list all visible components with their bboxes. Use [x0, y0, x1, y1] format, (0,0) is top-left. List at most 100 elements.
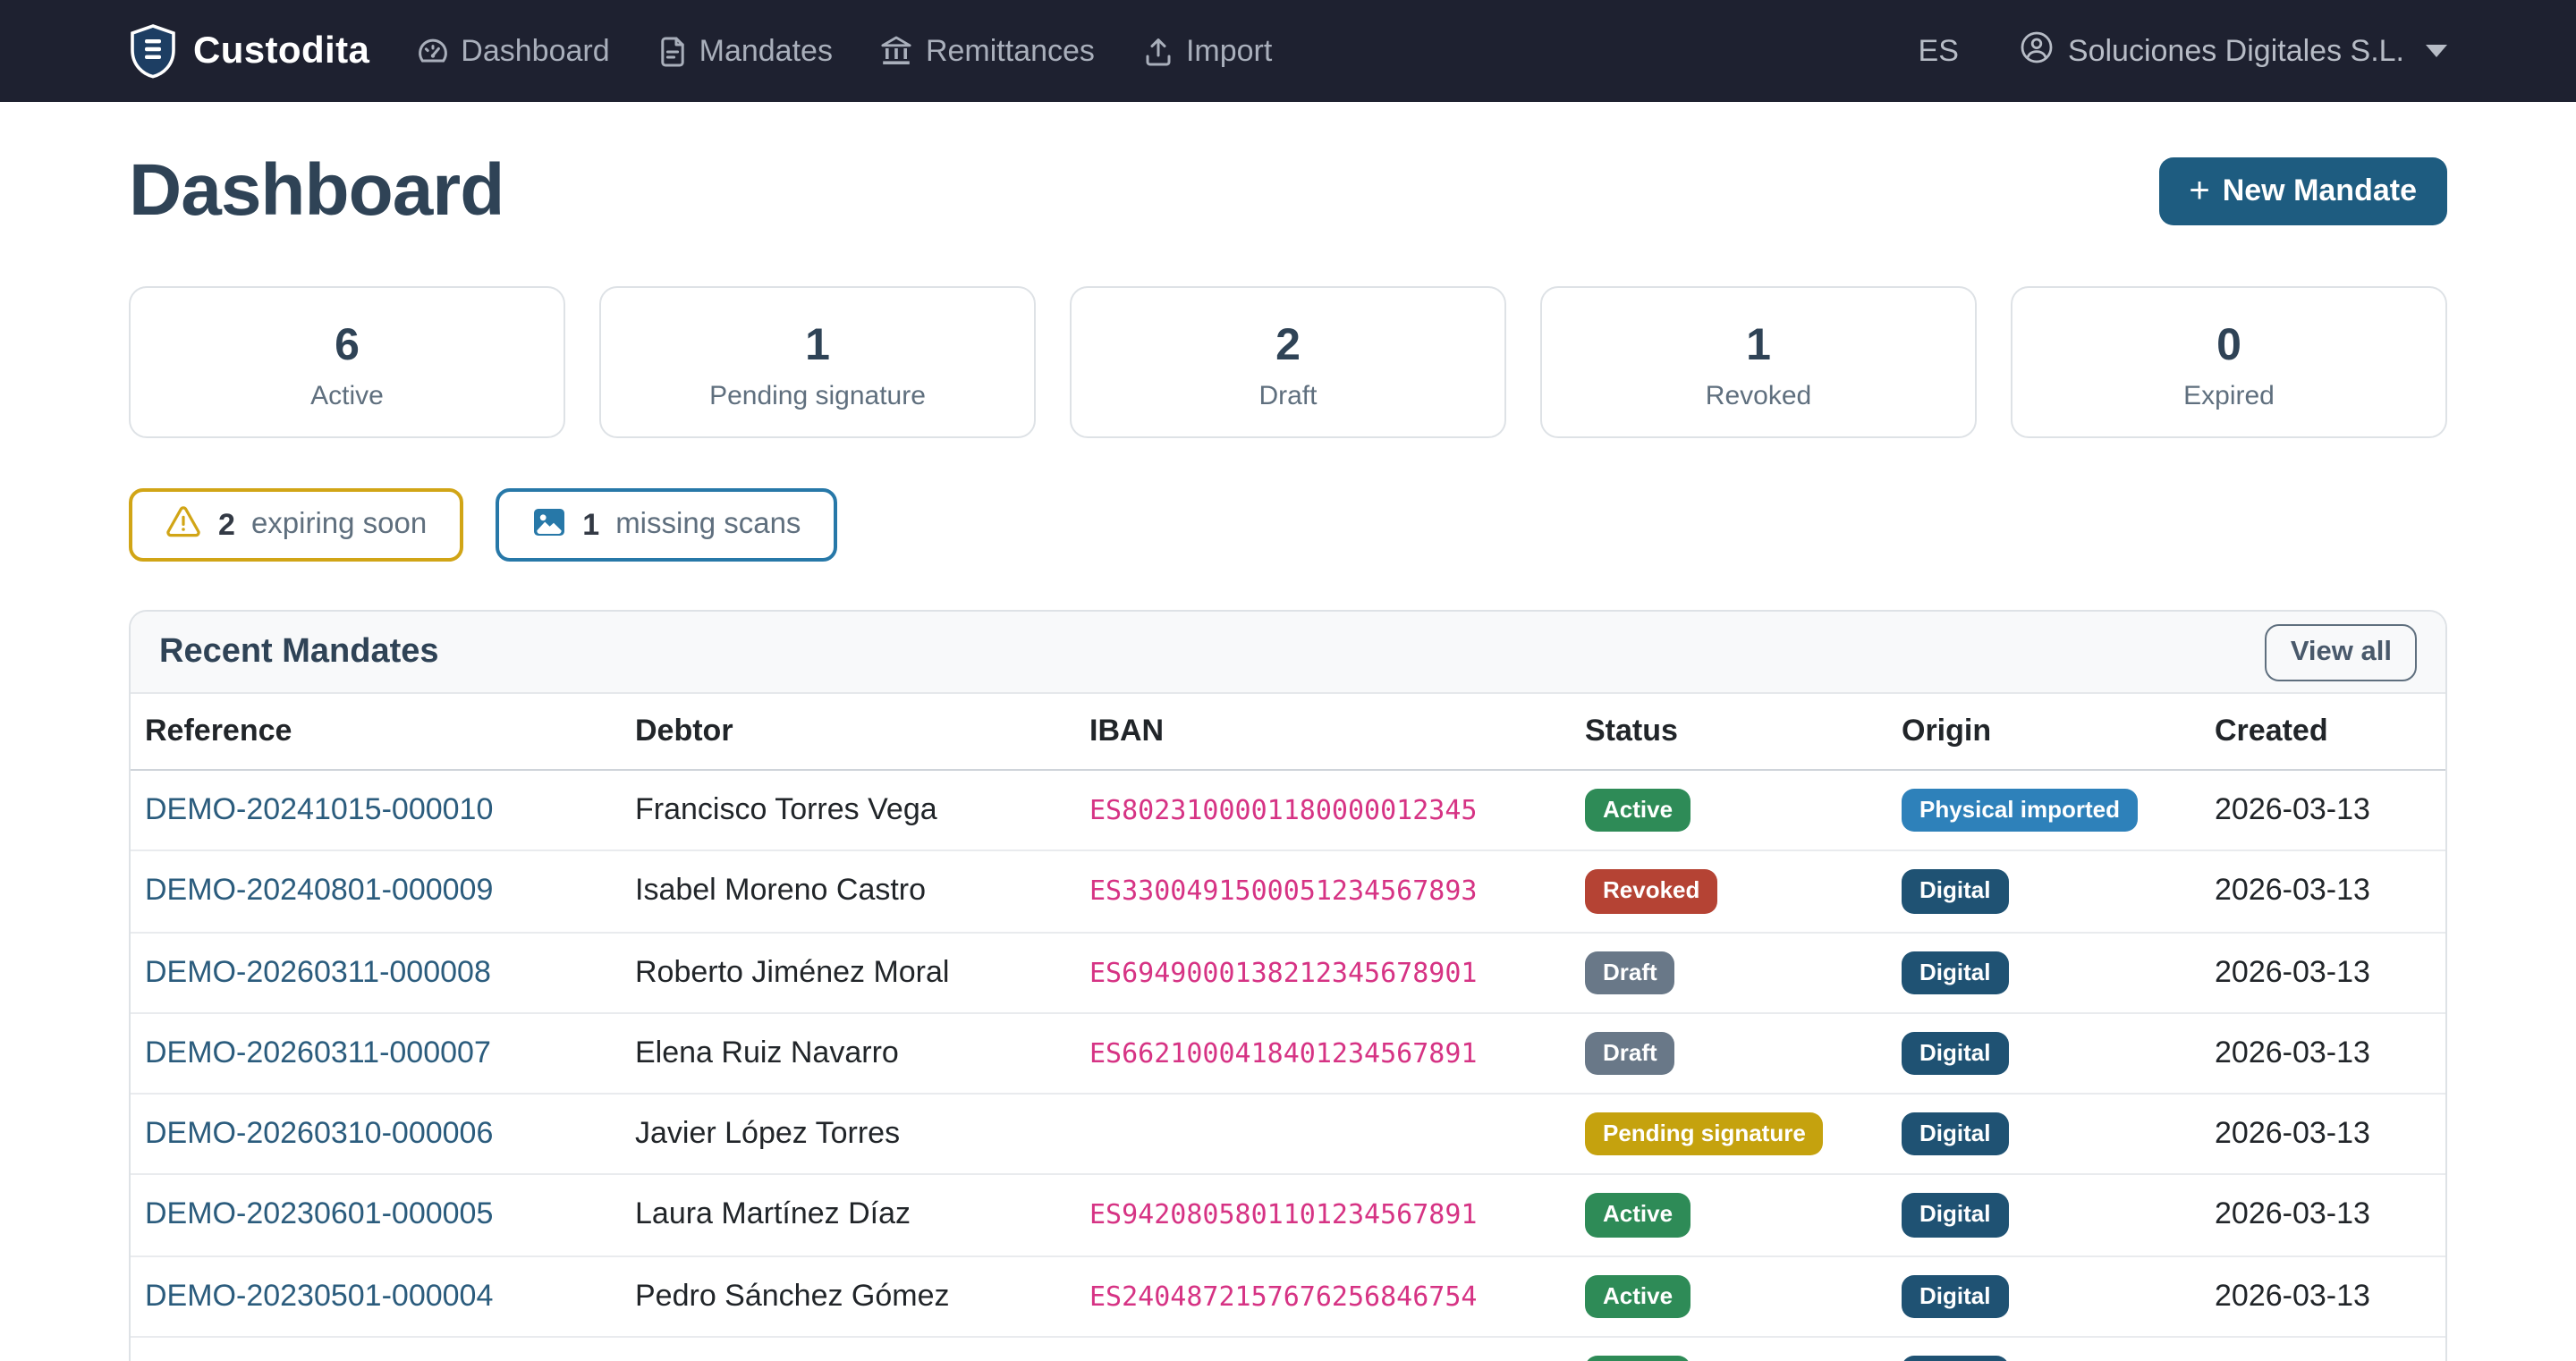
- stat-card-revoked: 1 Revoked: [1540, 286, 1977, 438]
- stat-value: 1: [601, 317, 1034, 375]
- stat-card-active: 6 Active: [129, 286, 565, 438]
- origin-badge: Digital: [1902, 1032, 2008, 1076]
- brand[interactable]: Custodita: [129, 23, 369, 79]
- mandate-iban: ES6621000418401234567891: [1089, 1037, 1478, 1069]
- table-row: DEMO-20230601-000005 Laura Martínez Díaz…: [131, 1175, 2445, 1256]
- stat-label: Revoked: [1542, 380, 1975, 410]
- mandate-reference-link[interactable]: DEMO-20241015-000010: [145, 792, 493, 826]
- view-all-button[interactable]: View all: [2266, 623, 2417, 680]
- col-header-origin: Origin: [1887, 694, 2200, 770]
- expiring-soon-label: expiring soon: [251, 508, 427, 542]
- main-nav: Dashboard Mandates: [416, 33, 1272, 69]
- status-badge: Draft: [1585, 1032, 1675, 1076]
- status-badge: Active: [1585, 1356, 1690, 1361]
- file-text-icon: [658, 35, 687, 67]
- table-row: DEMO-20260311-000007 Elena Ruiz Navarro …: [131, 1013, 2445, 1095]
- navbar-right: ES Soluciones Digitales S.L.: [1919, 30, 2447, 72]
- stat-card-draft: 2 Draft: [1070, 286, 1506, 438]
- missing-scans-label: missing scans: [615, 508, 801, 542]
- nav-label-remittances: Remittances: [926, 33, 1095, 69]
- nav-item-import[interactable]: Import: [1143, 33, 1272, 69]
- status-badge: Active: [1585, 1194, 1690, 1238]
- mandate-reference-link[interactable]: DEMO-20240801-000009: [145, 874, 493, 908]
- mandate-debtor: Isabel Moreno Castro: [621, 851, 1075, 933]
- mandate-reference-link[interactable]: DEMO-20260311-000007: [145, 1036, 491, 1069]
- stat-value: 6: [131, 317, 564, 375]
- origin-badge: Digital: [1902, 951, 2008, 994]
- nav-item-mandates[interactable]: Mandates: [658, 33, 833, 69]
- page-header: Dashboard + New Mandate: [129, 148, 2447, 232]
- account-menu[interactable]: Soluciones Digitales S.L.: [2020, 30, 2447, 72]
- mandate-created: 2026-03-13: [2200, 932, 2445, 1013]
- alerts-row: 2 expiring soon 1 missing scans: [129, 488, 2447, 562]
- app-root: Custodita Dashboard: [0, 0, 2576, 1361]
- account-name: Soluciones Digitales S.L.: [2068, 33, 2404, 69]
- upload-icon: [1143, 35, 1174, 67]
- origin-badge: Digital: [1902, 1274, 2008, 1318]
- mandate-debtor: Ana Fernández Ruiz: [621, 1337, 1075, 1361]
- table-row: DEMO-20230501-000004 Pedro Sánchez Gómez…: [131, 1255, 2445, 1337]
- mandate-created: 2026-03-13: [2200, 1337, 2445, 1361]
- table-row: DEMO-20240801-000009 Isabel Moreno Castr…: [131, 851, 2445, 933]
- language-switch[interactable]: ES: [1919, 33, 1959, 69]
- page-title: Dashboard: [129, 148, 504, 232]
- top-navbar: Custodita Dashboard: [0, 0, 2576, 102]
- mandates-table-body: DEMO-20241015-000010 Francisco Torres Ve…: [131, 770, 2445, 1361]
- table-row: DEMO-20260311-000008 Roberto Jiménez Mor…: [131, 932, 2445, 1013]
- recent-mandates-header: Recent Mandates View all: [131, 612, 2445, 694]
- mandates-table: Reference Debtor IBAN Status Origin Crea…: [131, 694, 2445, 1361]
- status-badge: Draft: [1585, 951, 1675, 994]
- stat-card-pending-signature: 1 Pending signature: [599, 286, 1036, 438]
- mandate-debtor: Pedro Sánchez Gómez: [621, 1255, 1075, 1337]
- nav-label-dashboard: Dashboard: [461, 33, 609, 69]
- origin-badge: Physical imported: [1902, 789, 2138, 833]
- nav-item-remittances[interactable]: Remittances: [881, 33, 1095, 69]
- stat-value: 0: [2012, 317, 2445, 375]
- col-header-status: Status: [1571, 694, 1887, 770]
- mandate-reference-link[interactable]: DEMO-20260311-000008: [145, 954, 491, 988]
- mandate-created: 2026-03-13: [2200, 1013, 2445, 1095]
- gauge-icon: [416, 35, 448, 67]
- stat-label: Pending signature: [601, 380, 1034, 410]
- main-content: Dashboard + New Mandate 6 Active 1 Pendi…: [0, 102, 2576, 1361]
- nav-item-dashboard[interactable]: Dashboard: [416, 33, 609, 69]
- missing-scans-count: 1: [582, 507, 599, 543]
- table-row: DEMO-20260310-000006 Javier López Torres…: [131, 1094, 2445, 1175]
- origin-badge: Digital: [1902, 1194, 2008, 1238]
- col-header-reference: Reference: [131, 694, 621, 770]
- mandate-created: 2026-03-13: [2200, 1175, 2445, 1256]
- shield-logo-icon: [129, 23, 177, 79]
- mandate-iban: ES6949000138212345678901: [1089, 956, 1478, 988]
- status-badge: Pending signature: [1585, 1112, 1824, 1156]
- mandate-debtor: Laura Martínez Díaz: [621, 1175, 1075, 1256]
- mandate-reference-link[interactable]: DEMO-20230601-000005: [145, 1197, 493, 1231]
- expiring-soon-chip[interactable]: 2 expiring soon: [129, 488, 462, 562]
- nav-label-mandates: Mandates: [699, 33, 833, 69]
- recent-mandates-card: Recent Mandates View all Reference Debto…: [129, 610, 2447, 1361]
- recent-mandates-title: Recent Mandates: [159, 632, 439, 672]
- col-header-debtor: Debtor: [621, 694, 1075, 770]
- mandate-created: 2026-03-13: [2200, 1094, 2445, 1175]
- stats-row: 6 Active 1 Pending signature 2 Draft 1 R…: [129, 286, 2447, 438]
- stat-label: Active: [131, 380, 564, 410]
- mandate-created: 2026-03-13: [2200, 770, 2445, 851]
- mandate-debtor: Javier López Torres: [621, 1094, 1075, 1175]
- mandate-iban: ES9420805801101234567891: [1089, 1199, 1478, 1231]
- table-row: DEMO-20241015-000010 Francisco Torres Ve…: [131, 770, 2445, 851]
- stat-value: 1: [1542, 317, 1975, 375]
- expiring-soon-count: 2: [218, 507, 235, 543]
- mandate-reference-link[interactable]: DEMO-20260310-000006: [145, 1116, 493, 1150]
- stat-label: Draft: [1072, 380, 1504, 410]
- mandate-iban: ES3300491500051234567893: [1089, 875, 1478, 908]
- missing-scans-chip[interactable]: 1 missing scans: [495, 488, 836, 562]
- warning-icon: [165, 504, 202, 545]
- status-badge: Active: [1585, 789, 1690, 833]
- new-mandate-button[interactable]: + New Mandate: [2158, 156, 2447, 224]
- mandate-debtor: Roberto Jiménez Moral: [621, 932, 1075, 1013]
- stat-label: Expired: [2012, 380, 2445, 410]
- stat-value: 2: [1072, 317, 1504, 375]
- origin-badge: Digital: [1902, 1356, 2008, 1361]
- bank-icon: [881, 35, 913, 67]
- mandate-reference-link[interactable]: DEMO-20230501-000004: [145, 1278, 493, 1312]
- origin-badge: Digital: [1902, 870, 2008, 914]
